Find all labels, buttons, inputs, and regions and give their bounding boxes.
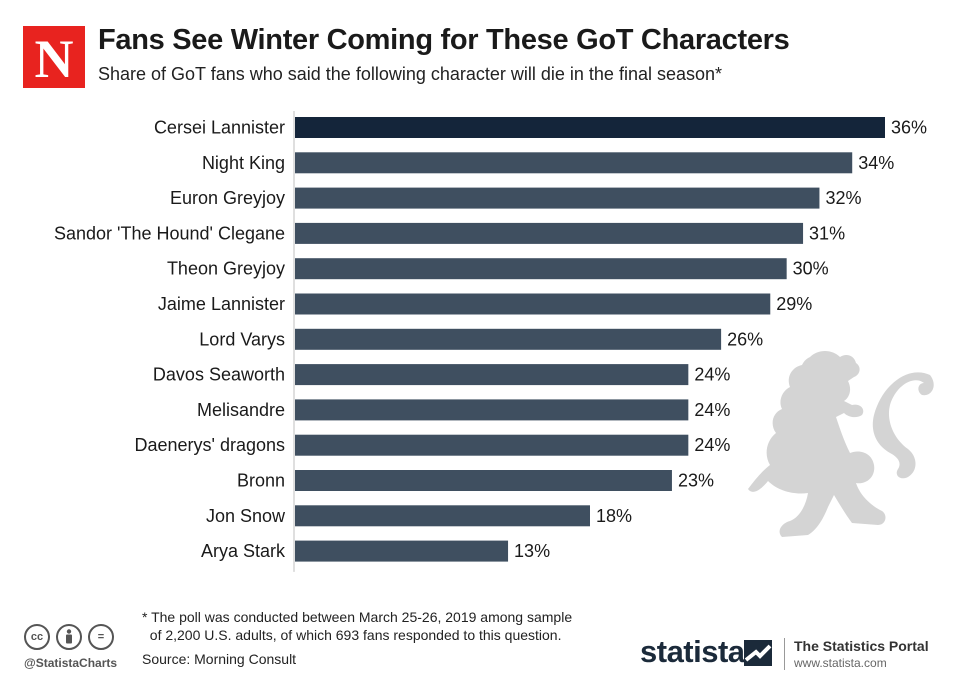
value-label: 32% (825, 188, 861, 208)
category-label: Night King (202, 153, 285, 173)
bar (295, 152, 853, 174)
category-label: Theon Greyjoy (167, 259, 285, 279)
category-label: Cersei Lannister (154, 118, 285, 138)
portal-divider (784, 638, 785, 670)
bar (295, 187, 820, 209)
statista-logo-text[interactable]: statista (640, 634, 745, 669)
bar (295, 328, 722, 350)
value-label: 24% (694, 365, 730, 385)
bar (295, 434, 689, 456)
newsweek-logo: N (23, 26, 85, 88)
value-label: 31% (809, 223, 845, 243)
category-label: Arya Stark (201, 541, 286, 561)
source-note: Source: Morning Consult (142, 651, 297, 667)
bar (295, 399, 689, 421)
no-derivatives-icon[interactable]: = (88, 624, 114, 650)
bar-series: Cersei Lannister 36% Night King 34% Euron Gr… (54, 117, 927, 562)
lion-sigil-icon (748, 351, 934, 537)
category-label: Euron Greyjoy (170, 188, 285, 208)
newsweek-logo-letter: N (34, 29, 74, 89)
person-icon (66, 629, 72, 644)
category-label: Daenerys' dragons (134, 435, 285, 455)
statista-mark-icon (744, 640, 772, 666)
value-label: 23% (678, 471, 714, 491)
value-label: 24% (694, 435, 730, 455)
category-label: Melisandre (197, 400, 285, 420)
value-label: 34% (858, 153, 894, 173)
category-label: Davos Seaworth (153, 365, 285, 385)
value-label: 30% (793, 259, 829, 279)
bar (295, 540, 509, 562)
footnote: * The poll was conducted between March 2… (142, 609, 573, 643)
bar (295, 117, 885, 138)
license-icons: cc = (24, 624, 114, 650)
bar (295, 293, 771, 315)
category-label: Sandor 'The Hound' Clegane (54, 223, 285, 243)
bar (295, 505, 590, 527)
category-label: Lord Varys (199, 329, 285, 349)
value-label: 24% (694, 400, 730, 420)
creative-commons-icon[interactable]: cc (24, 624, 50, 650)
chart-title: Fans See Winter Coming for These GoT Cha… (98, 24, 790, 56)
category-label: Bronn (237, 471, 285, 491)
value-label: 36% (891, 118, 927, 138)
chart-subtitle: Share of GoT fans who said the following… (98, 64, 723, 84)
value-label: 26% (727, 329, 763, 349)
twitter-handle[interactable]: @StatistaCharts (24, 656, 118, 670)
value-label: 13% (514, 541, 550, 561)
bar (295, 364, 689, 386)
category-label: Jon Snow (206, 506, 286, 526)
value-label: 29% (776, 294, 812, 314)
portal-url[interactable]: www.statista.com (794, 656, 887, 670)
bar (295, 222, 804, 244)
portal-tagline: The Statistics Portal (794, 638, 929, 654)
value-label: 18% (596, 506, 632, 526)
attribution-icon[interactable] (56, 624, 82, 650)
bar (295, 258, 787, 280)
category-label: Jaime Lannister (158, 294, 285, 314)
bar (295, 470, 672, 491)
